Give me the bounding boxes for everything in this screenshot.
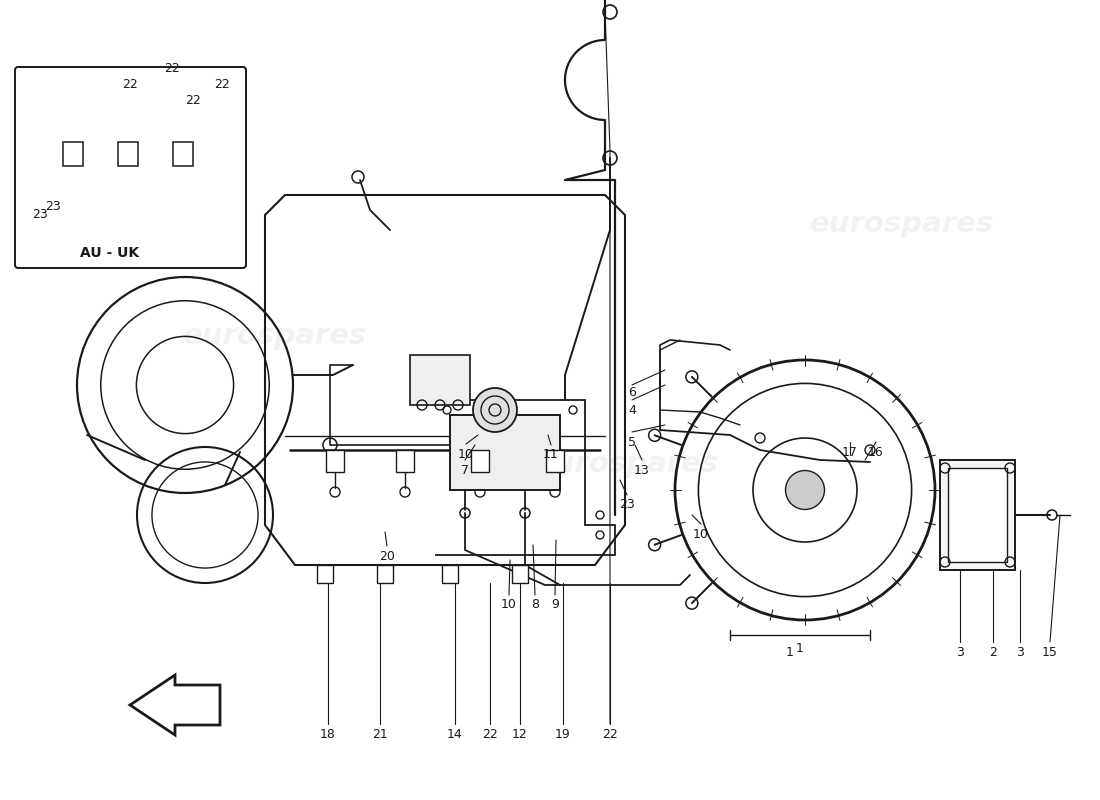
Text: 12: 12: [513, 727, 528, 741]
Bar: [948, 468, 1006, 562]
Text: 22: 22: [602, 727, 618, 741]
Text: 13: 13: [634, 463, 650, 477]
Text: 3: 3: [956, 646, 964, 658]
Text: 17: 17: [843, 446, 858, 458]
Text: eurospares: eurospares: [810, 210, 994, 238]
Bar: [396, 450, 414, 472]
Text: 1: 1: [796, 642, 804, 654]
Text: 4: 4: [628, 403, 636, 417]
Text: 23: 23: [45, 201, 60, 214]
Text: 22: 22: [482, 727, 498, 741]
Text: 15: 15: [1042, 646, 1058, 658]
Text: 23: 23: [32, 209, 48, 222]
Bar: [546, 450, 564, 472]
Bar: [410, 355, 470, 405]
Text: 18: 18: [320, 727, 336, 741]
Text: 22: 22: [185, 94, 201, 106]
Text: 23: 23: [619, 498, 635, 511]
Text: eurospares: eurospares: [535, 450, 719, 478]
Bar: [442, 565, 458, 583]
Bar: [471, 450, 490, 472]
Text: eurospares: eurospares: [183, 322, 367, 350]
Circle shape: [785, 470, 825, 510]
Bar: [326, 450, 344, 472]
Text: 10: 10: [458, 447, 474, 461]
Text: 21: 21: [372, 727, 388, 741]
FancyBboxPatch shape: [15, 67, 246, 268]
Text: 2: 2: [989, 646, 997, 658]
Text: 6: 6: [628, 386, 636, 399]
Text: 7: 7: [461, 463, 469, 477]
Text: 11: 11: [543, 449, 559, 462]
Circle shape: [473, 388, 517, 432]
Text: 3: 3: [1016, 646, 1024, 658]
Text: 14: 14: [447, 727, 463, 741]
Text: 22: 22: [122, 78, 138, 91]
Text: 1: 1: [786, 646, 794, 658]
Text: 10: 10: [502, 598, 517, 611]
Text: 9: 9: [551, 598, 559, 611]
Text: 22: 22: [214, 78, 230, 90]
Text: 19: 19: [556, 727, 571, 741]
Text: 16: 16: [868, 446, 884, 458]
Bar: [173, 142, 192, 166]
Bar: [118, 142, 138, 166]
Bar: [377, 565, 393, 583]
Bar: [512, 565, 528, 583]
Text: AU - UK: AU - UK: [80, 246, 140, 260]
Text: 20: 20: [379, 550, 395, 562]
Text: 5: 5: [628, 435, 636, 449]
Text: 10: 10: [693, 527, 708, 541]
Bar: [450, 415, 560, 490]
Text: 22: 22: [164, 62, 180, 75]
Bar: [940, 460, 1015, 570]
Bar: [317, 565, 333, 583]
Bar: [63, 142, 82, 166]
Text: 8: 8: [531, 598, 539, 611]
